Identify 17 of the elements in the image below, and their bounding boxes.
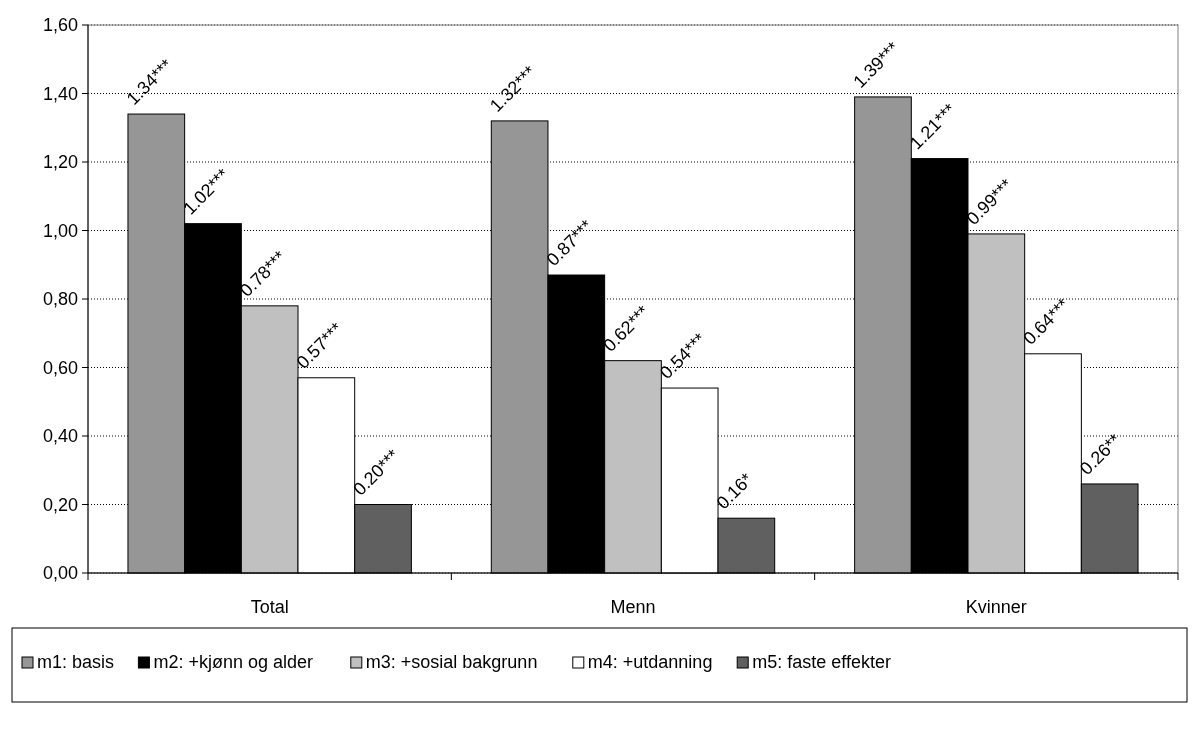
y-tick-label: 0,40 bbox=[42, 426, 78, 447]
legend-label: m3: +sosial bakgrunn bbox=[365, 652, 538, 672]
x-tick-label: Total bbox=[250, 597, 289, 617]
y-tick-label: 1,00 bbox=[42, 220, 78, 241]
legend-label: m1: basis bbox=[37, 652, 115, 672]
legend-label: m2: +kjønn og alder bbox=[153, 652, 313, 672]
y-tick-label: 0,00 bbox=[42, 563, 78, 584]
legend-label: m4: +utdanning bbox=[587, 652, 713, 672]
y-tick-label: 1,40 bbox=[42, 83, 78, 104]
y-tick-label: 0,80 bbox=[42, 289, 78, 310]
y-tick-label: 1,60 bbox=[42, 15, 78, 36]
y-tick-label: 0,20 bbox=[42, 494, 78, 515]
y-tick-label: 1,20 bbox=[42, 152, 78, 173]
x-tick-label: Menn bbox=[610, 597, 656, 617]
legend-label: m5: faste effekter bbox=[752, 652, 891, 672]
x-tick-label: Kvinner bbox=[965, 597, 1027, 617]
y-tick-label: 0,60 bbox=[42, 357, 78, 378]
